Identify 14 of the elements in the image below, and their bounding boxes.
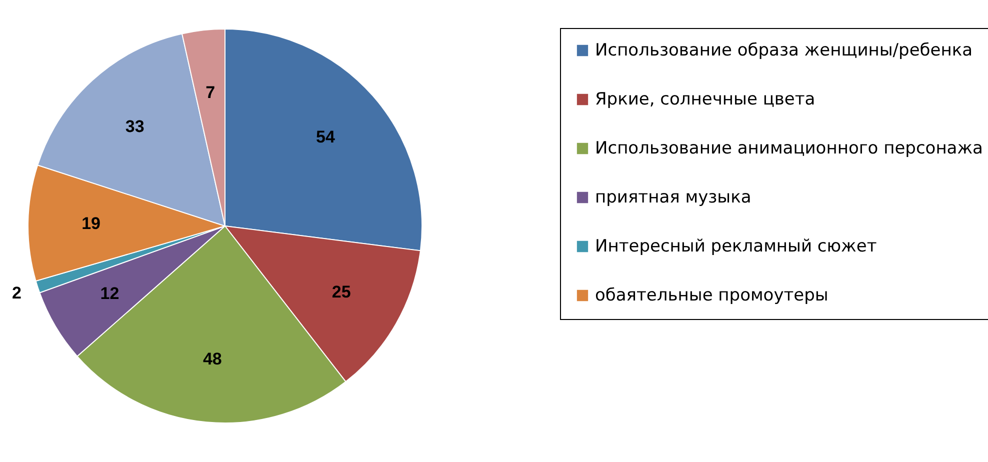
data-label: 12	[100, 284, 120, 304]
legend-label: Использование образа женщины/ребенка	[595, 40, 973, 60]
data-label: 25	[332, 282, 351, 302]
data-label: 19	[82, 214, 101, 233]
data-label: 7	[206, 82, 216, 102]
legend-label: Интересный рекламный сюжет	[595, 236, 877, 256]
data-label: 33	[125, 116, 144, 136]
legend-label: Яркие, солнечные цвета	[595, 90, 816, 110]
legend-label: приятная музыка	[595, 188, 752, 208]
data-label: 54	[316, 127, 336, 146]
data-label: 2	[12, 284, 22, 303]
data-label: 48	[202, 349, 222, 368]
legend-label: Использование анимационного персонажа	[595, 138, 983, 158]
legend-label: обаятельные промоутеры	[595, 286, 828, 306]
